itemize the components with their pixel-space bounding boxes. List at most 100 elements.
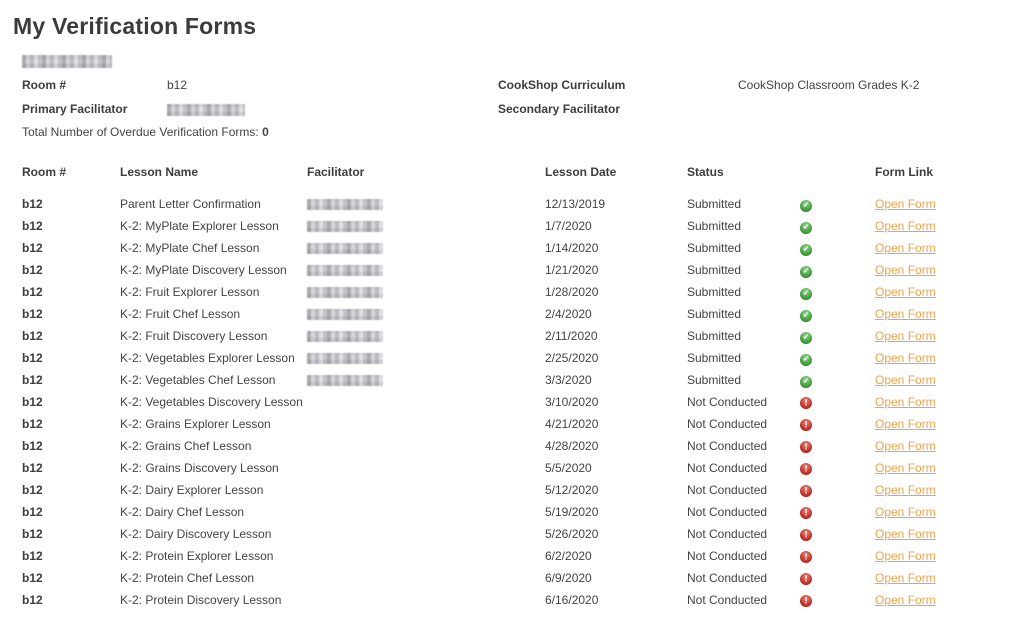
facilitator-redacted <box>307 199 383 211</box>
status-cell: Not Conducted <box>687 461 768 475</box>
status-submitted-check-icon: ✔ <box>800 199 812 212</box>
lesson-name-cell: K-2: Vegetables Chef Lesson <box>120 373 276 387</box>
lesson-date-cell: 3/10/2020 <box>545 395 599 409</box>
header-lesson-date: Lesson Date <box>545 165 617 179</box>
lesson-name-cell: K-2: Protein Discovery Lesson <box>120 593 282 607</box>
room-cell: b12 <box>22 307 43 321</box>
primary-facilitator-label: Primary Facilitator <box>22 102 128 116</box>
facilitator-cell <box>307 197 545 211</box>
header-lesson-name: Lesson Name <box>120 165 199 179</box>
open-form-link[interactable]: Open Form <box>875 505 936 519</box>
status-cell: Not Conducted <box>687 593 768 607</box>
status-submitted-check-icon: ✔ <box>800 287 812 300</box>
open-form-link[interactable]: Open Form <box>875 263 936 277</box>
lesson-name-cell: K-2: Fruit Discovery Lesson <box>120 329 268 343</box>
room-cell: b12 <box>22 219 43 233</box>
header-facilitator: Facilitator <box>307 165 365 179</box>
curriculum-value: CookShop Classroom Grades K-2 <box>738 78 920 92</box>
status-overdue-exclamation-icon: ! <box>800 529 812 542</box>
status-cell: Submitted <box>687 307 742 321</box>
lesson-date-cell: 2/11/2020 <box>545 329 598 343</box>
room-cell: b12 <box>22 571 43 585</box>
open-form-link[interactable]: Open Form <box>875 241 936 255</box>
status-overdue-exclamation-icon: ! <box>800 573 812 586</box>
open-form-link[interactable]: Open Form <box>875 483 936 497</box>
verification-forms-page: My Verification Forms Room # b12 CookSho… <box>13 13 1017 611</box>
facilitator-cell <box>307 307 545 321</box>
overdue-forms-summary: Total Number of Overdue Verification For… <box>22 125 1017 139</box>
open-form-link[interactable]: Open Form <box>875 351 936 365</box>
status-cell: Not Conducted <box>687 571 768 585</box>
table-row: b12 K-2: Vegetables Explorer Lesson 2/25… <box>22 347 1017 369</box>
room-cell: b12 <box>22 549 43 563</box>
status-overdue-exclamation-icon: ! <box>800 397 812 410</box>
facilitator-cell <box>307 351 545 365</box>
open-form-link[interactable]: Open Form <box>875 417 936 431</box>
facilitator-cell <box>307 263 545 277</box>
table-row: b12 K-2: Fruit Chef Lesson 2/4/2020 Subm… <box>22 303 1017 325</box>
open-form-link[interactable]: Open Form <box>875 307 936 321</box>
room-cell: b12 <box>22 593 43 607</box>
open-form-link[interactable]: Open Form <box>875 593 936 607</box>
room-number-label: Room # <box>22 78 67 92</box>
table-row: b12 K-2: Dairy Chef Lesson 5/19/2020 Not… <box>22 501 1017 523</box>
room-cell: b12 <box>22 373 43 387</box>
lesson-date-cell: 1/7/2020 <box>545 219 592 233</box>
facilitator-cell <box>307 329 545 343</box>
facilitator-redacted <box>307 331 383 343</box>
lesson-date-cell: 12/13/2019 <box>545 197 606 211</box>
status-overdue-exclamation-icon: ! <box>800 419 812 432</box>
status-cell: Not Conducted <box>687 483 768 497</box>
open-form-link[interactable]: Open Form <box>875 571 936 585</box>
lesson-date-cell: 5/19/2020 <box>545 505 599 519</box>
room-cell: b12 <box>22 483 43 497</box>
open-form-link[interactable]: Open Form <box>875 439 936 453</box>
primary-facilitator-value <box>167 102 498 116</box>
open-form-link[interactable]: Open Form <box>875 219 936 233</box>
status-cell: Not Conducted <box>687 549 768 563</box>
primary-facilitator-redacted <box>167 103 245 116</box>
open-form-link[interactable]: Open Form <box>875 395 936 409</box>
table-row: b12 K-2: Protein Discovery Lesson 6/16/2… <box>22 589 1017 611</box>
open-form-link[interactable]: Open Form <box>875 329 936 343</box>
room-cell: b12 <box>22 417 43 431</box>
table-header-row: Room # Lesson Name Facilitator Lesson Da… <box>22 161 1017 183</box>
overdue-forms-label: Total Number of Overdue Verification For… <box>22 125 259 139</box>
table-row: b12 K-2: Fruit Explorer Lesson 1/28/2020… <box>22 281 1017 303</box>
status-cell: Not Conducted <box>687 505 768 519</box>
lesson-name-cell: K-2: Dairy Chef Lesson <box>120 505 245 519</box>
table-row: b12 K-2: Grains Chef Lesson 4/28/2020 No… <box>22 435 1017 457</box>
status-cell: Submitted <box>687 197 742 211</box>
header-room: Room # <box>22 165 67 179</box>
status-cell: Not Conducted <box>687 439 768 453</box>
lesson-date-cell: 2/25/2020 <box>545 351 599 365</box>
room-cell: b12 <box>22 329 43 343</box>
lesson-name-cell: K-2: MyPlate Explorer Lesson <box>120 219 279 233</box>
status-submitted-check-icon: ✔ <box>800 243 812 256</box>
facilitator-cell <box>307 373 545 387</box>
table-row: b12 K-2: Protein Chef Lesson 6/9/2020 No… <box>22 567 1017 589</box>
open-form-link[interactable]: Open Form <box>875 549 936 563</box>
status-submitted-check-icon: ✔ <box>800 331 812 344</box>
status-submitted-check-icon: ✔ <box>800 375 812 388</box>
open-form-link[interactable]: Open Form <box>875 461 936 475</box>
status-overdue-exclamation-icon: ! <box>800 595 812 608</box>
lesson-name-cell: K-2: Protein Explorer Lesson <box>120 549 274 563</box>
facilitator-redacted <box>307 375 383 387</box>
open-form-link[interactable]: Open Form <box>875 527 936 541</box>
lesson-name-cell: K-2: MyPlate Chef Lesson <box>120 241 260 255</box>
facilitator-redacted <box>307 265 383 277</box>
open-form-link[interactable]: Open Form <box>875 197 936 211</box>
lesson-name-cell: K-2: Grains Chef Lesson <box>120 439 252 453</box>
curriculum-label: CookShop Curriculum <box>498 78 626 92</box>
status-cell: Submitted <box>687 263 742 277</box>
room-cell: b12 <box>22 505 43 519</box>
facilitator-cell <box>307 219 545 233</box>
open-form-link[interactable]: Open Form <box>875 373 936 387</box>
status-overdue-exclamation-icon: ! <box>800 551 812 564</box>
secondary-facilitator-label: Secondary Facilitator <box>498 102 621 116</box>
open-form-link[interactable]: Open Form <box>875 285 936 299</box>
table-row: b12 K-2: Grains Discovery Lesson 5/5/202… <box>22 457 1017 479</box>
table-row: b12 K-2: MyPlate Explorer Lesson 1/7/202… <box>22 215 1017 237</box>
status-overdue-exclamation-icon: ! <box>800 485 812 498</box>
